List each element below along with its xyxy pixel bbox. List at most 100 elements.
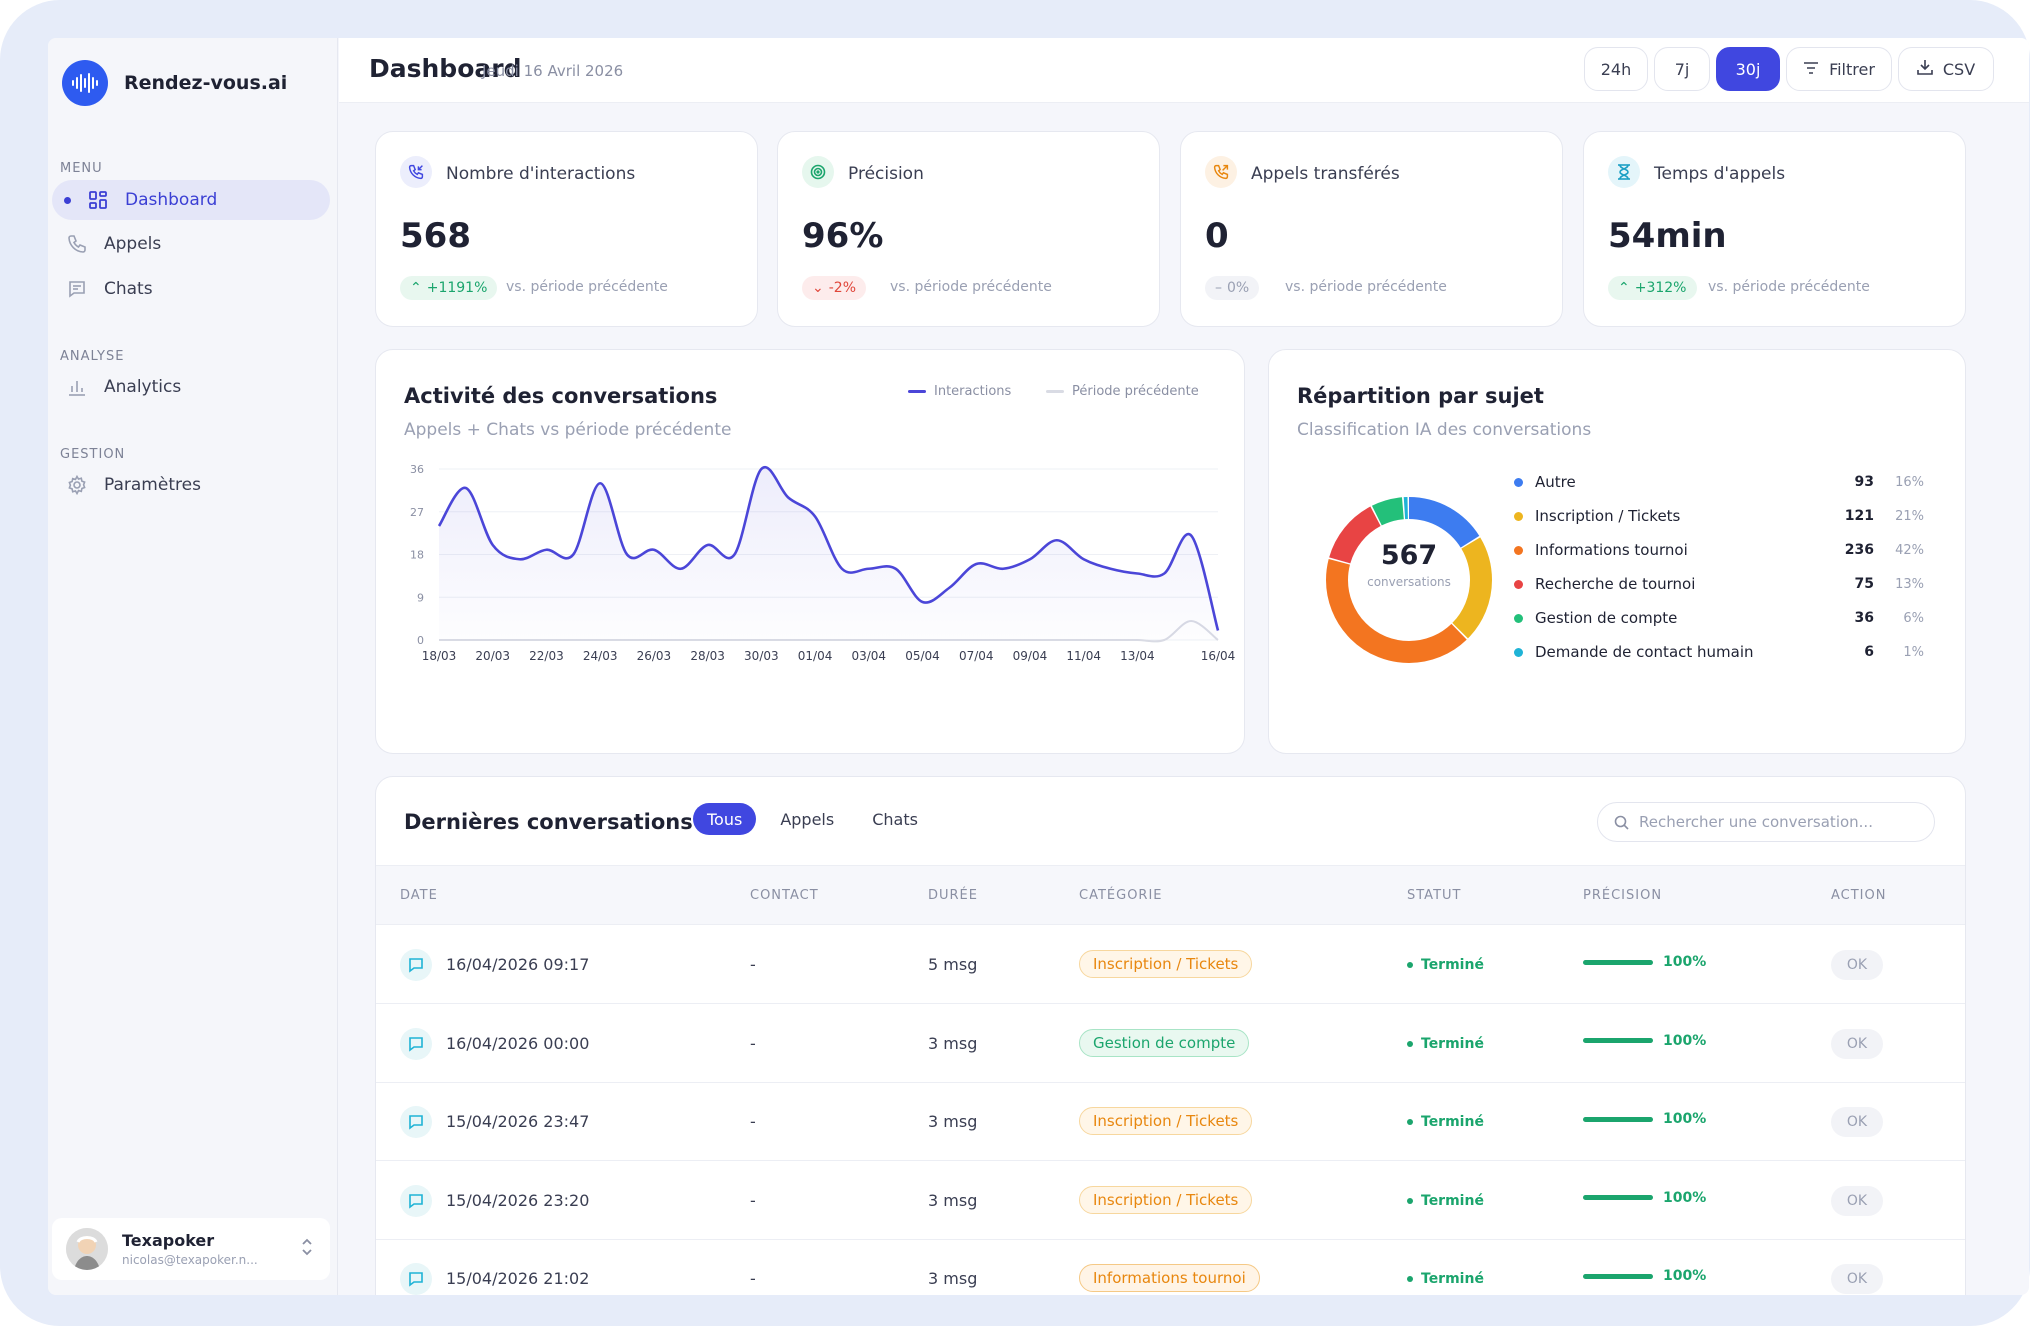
sidebar-item-appels[interactable]: Appels bbox=[52, 224, 330, 264]
category-badge: Inscription / Tickets bbox=[1079, 1107, 1253, 1135]
brand[interactable]: Rendez-vous.ai bbox=[62, 60, 287, 106]
legend-label: Gestion de compte bbox=[1535, 609, 1678, 627]
cell-duration: 3 msg bbox=[928, 1112, 978, 1131]
column-header-action: ACTION bbox=[1831, 888, 1887, 903]
chart-title: Répartition par sujet bbox=[1297, 384, 1544, 408]
kpi-delta-value: +312% bbox=[1634, 280, 1687, 296]
line-chart: 0 9 18 27 36 18/03 20/03 22/03 24/03 26/03 28/03 30… bbox=[410, 463, 1235, 663]
status-label: Terminé bbox=[1421, 957, 1484, 973]
sidebar-item-dashboard[interactable]: Dashboard bbox=[52, 180, 330, 220]
legend-count: 121 bbox=[1844, 508, 1874, 524]
x-tick-label: 24/03 bbox=[583, 649, 618, 663]
precision-meter: 100% bbox=[1583, 1190, 1706, 1206]
user-name: Texapoker bbox=[122, 1231, 215, 1250]
legend-percent: 42% bbox=[1895, 542, 1924, 558]
filter-icon bbox=[1803, 60, 1819, 79]
filter-label: Filtrer bbox=[1829, 59, 1875, 79]
legend-swatch bbox=[908, 390, 926, 393]
gear-icon bbox=[66, 474, 88, 496]
cell-duration: 3 msg bbox=[928, 1033, 978, 1053]
search-box bbox=[1597, 802, 1935, 842]
y-tick-label: 9 bbox=[417, 591, 424, 604]
precision-meter: 100% bbox=[1583, 1033, 1706, 1049]
donut-center-label: conversations bbox=[1367, 575, 1451, 589]
precision-bar bbox=[1583, 959, 1653, 965]
category-badge: Inscription / Tickets bbox=[1079, 1185, 1253, 1214]
range-24h-button[interactable]: 24h bbox=[1584, 47, 1648, 91]
sidebar-item-label: Dashboard bbox=[125, 190, 218, 210]
cell-duration: 3 msg bbox=[928, 1269, 978, 1288]
kpi-delta-badge: ⌄ -2% bbox=[802, 276, 866, 300]
legend-item-topic: Inscription / Tickets 121 21% bbox=[1514, 504, 1934, 528]
series-line-interactions bbox=[437, 465, 1220, 631]
sidebar-item-label: Analytics bbox=[104, 377, 182, 397]
user-menu[interactable]: Texapoker nicolas@texapoker.n... bbox=[52, 1218, 330, 1280]
chat-icon bbox=[66, 278, 88, 300]
nav-section-gestion: GESTION bbox=[60, 447, 126, 462]
ok-action-button[interactable]: OK bbox=[1831, 950, 1883, 980]
chart-title: Activité des conversations bbox=[404, 384, 718, 408]
kpi-card-interactions: Nombre d'interactions 568 ⌃ +1191% vs. pé… bbox=[375, 131, 758, 327]
range-30j-button[interactable]: 30j bbox=[1716, 47, 1780, 91]
x-tick-label: 13/04 bbox=[1120, 649, 1155, 663]
table-row[interactable]: 16/04/2026 09:17 - 5 msg Inscription / Tick… bbox=[376, 926, 1965, 1004]
column-header-status: STATUT bbox=[1407, 888, 1462, 903]
tab-chats[interactable]: Chats bbox=[872, 809, 918, 829]
ok-action-button[interactable]: OK bbox=[1831, 1185, 1883, 1216]
phone-incoming-icon bbox=[400, 156, 432, 188]
topic-breakdown-card: Répartition par sujet Classification IA … bbox=[1268, 349, 1966, 754]
column-header-category: CATÉGORIE bbox=[1079, 888, 1163, 903]
legend-percent: 16% bbox=[1895, 474, 1924, 490]
precision-value: 100% bbox=[1663, 1111, 1707, 1127]
chart-subtitle: Classification IA des conversations bbox=[1297, 420, 1592, 440]
legend-count: 6 bbox=[1864, 644, 1874, 660]
x-tick-label: 22/03 bbox=[529, 649, 564, 663]
sidebar: Rendez-vous.ai MENU Dashboard Appels Cha… bbox=[48, 38, 338, 1295]
cell-contact: - bbox=[750, 1269, 756, 1288]
chat-bubble-icon bbox=[400, 949, 432, 981]
tab-tous[interactable]: Tous bbox=[693, 803, 757, 835]
ok-action-button[interactable]: OK bbox=[1831, 1028, 1883, 1059]
legend-item-topic: Autre 93 16% bbox=[1514, 470, 1934, 494]
table-row[interactable]: 15/04/2026 23:20 - 3 msg Inscription / Tick… bbox=[376, 1162, 1965, 1240]
nav-section-analyse: ANALYSE bbox=[60, 349, 125, 364]
status-dot bbox=[1407, 1040, 1413, 1047]
x-tick-label: 09/04 bbox=[1013, 649, 1048, 663]
trend-up-icon: ⌃ bbox=[410, 280, 422, 296]
sidebar-item-parametres[interactable]: Paramètres bbox=[52, 465, 330, 505]
tab-appels[interactable]: Appels bbox=[780, 809, 835, 829]
table-row[interactable]: 15/04/2026 23:47 - 3 msg Inscription / Tick… bbox=[376, 1083, 1965, 1161]
kpi-card-transfers: Appels transférés 0 –0% vs. période préc… bbox=[1180, 131, 1563, 327]
kpi-comparison: vs. période précédente bbox=[506, 279, 668, 295]
sidebar-item-label: Appels bbox=[104, 234, 162, 254]
chevron-up-down-icon[interactable] bbox=[300, 1237, 314, 1261]
donut-chart bbox=[1326, 497, 1492, 663]
ok-action-button[interactable]: OK bbox=[1831, 1264, 1883, 1294]
table-row[interactable]: 16/04/2026 00:00 - 3 msg Gestion de compte T… bbox=[376, 1005, 1965, 1083]
precision-value: 100% bbox=[1663, 1189, 1707, 1206]
series-area-interactions bbox=[439, 467, 1218, 640]
kpi-label: Nombre d'interactions bbox=[446, 164, 636, 184]
range-7j-button[interactable]: 7j bbox=[1654, 47, 1710, 91]
active-indicator bbox=[64, 196, 71, 204]
search-input[interactable] bbox=[1639, 813, 1919, 831]
ok-action-button[interactable]: OK bbox=[1831, 1107, 1883, 1137]
legend-percent: 1% bbox=[1903, 644, 1924, 660]
grid-icon bbox=[87, 189, 109, 211]
legend-percent: 13% bbox=[1895, 576, 1924, 592]
legend-label: Interactions bbox=[934, 384, 1012, 399]
x-tick-label: 30/03 bbox=[744, 649, 779, 663]
top-header: Dashboard Jeudi 16 Avril 2026 24h 7j 30j… bbox=[339, 38, 2029, 103]
sidebar-item-label: Chats bbox=[104, 279, 153, 299]
category-badge: Informations tournoi bbox=[1079, 1264, 1260, 1292]
precision-meter: 100% bbox=[1583, 1268, 1706, 1284]
filter-button[interactable]: Filtrer bbox=[1786, 47, 1892, 91]
legend-label: Période précédente bbox=[1072, 384, 1199, 399]
sidebar-item-analytics[interactable]: Analytics bbox=[52, 367, 330, 407]
csv-export-button[interactable]: CSV bbox=[1898, 47, 1994, 91]
table-row[interactable]: 15/04/2026 21:02 - 3 msg Informations tourn… bbox=[376, 1240, 1965, 1295]
legend-swatch bbox=[1514, 477, 1523, 487]
sidebar-item-chats[interactable]: Chats bbox=[52, 269, 330, 309]
chart-subtitle: Appels + Chats vs période précédente bbox=[404, 420, 732, 440]
legend-item-topic: Gestion de compte 36 6% bbox=[1514, 606, 1934, 630]
